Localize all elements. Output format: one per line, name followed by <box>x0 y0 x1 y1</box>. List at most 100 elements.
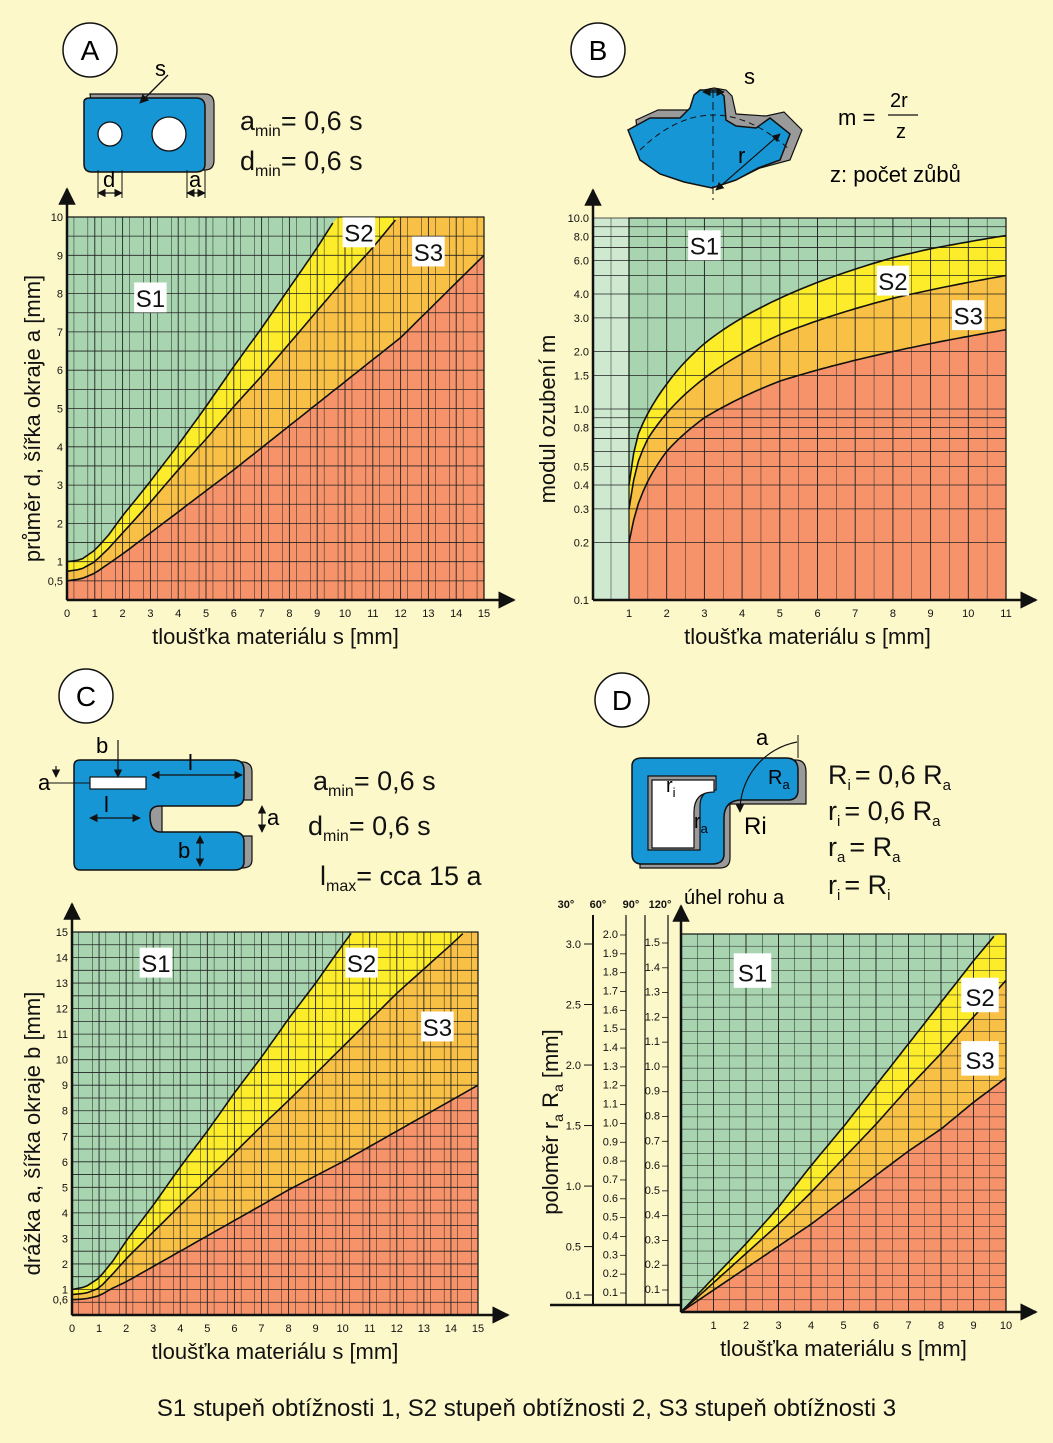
x-tick-label: 5 <box>840 1320 846 1332</box>
zone-label-s1: S1 <box>738 960 767 987</box>
scale60-label: 0.5 <box>603 1212 618 1224</box>
x-tick-label: 5 <box>203 608 209 620</box>
x-tick-label: 2 <box>123 1323 129 1335</box>
scale60-label: 1.8 <box>603 967 618 979</box>
y-tick-label: 2 <box>57 518 63 530</box>
part-a-body <box>83 97 206 173</box>
dim-b-label: b <box>178 838 190 863</box>
panel-b-letter: B <box>589 35 608 66</box>
angle-head: 60° <box>590 899 607 911</box>
boundary-s2-s3 <box>71 933 464 1296</box>
chart-d: 1 2 3 4 5 6 7 8 9 10 tloušťka materiálu s [mm] polo… <box>538 904 1038 1361</box>
zone-label-bg <box>342 217 376 248</box>
x-tick-label: 2 <box>743 1320 749 1332</box>
x-tick-label: 9 <box>314 608 320 620</box>
boundary-s1-s2 <box>680 935 995 1313</box>
y-tick-label: 0.2 <box>574 538 589 550</box>
dim-ra-label: ra <box>694 811 709 836</box>
y-tick-label: 0,5 <box>48 576 63 588</box>
panel-b-badge <box>570 22 626 78</box>
y-tick-label: 3 <box>62 1233 68 1245</box>
x-tick-label: 4 <box>177 1323 183 1335</box>
y-tick-label: 6 <box>57 365 63 377</box>
x-tick-label: 9 <box>970 1320 976 1332</box>
y-title-sub1: a <box>550 1114 566 1122</box>
scale60-label: 0.4 <box>603 1230 618 1242</box>
y-tick-label: 7 <box>62 1131 68 1143</box>
y-tick-label: 9 <box>62 1080 68 1092</box>
scale30-label: 0.1 <box>566 1290 581 1302</box>
formula-c-a: amin= 0,6 s <box>313 766 436 800</box>
grid <box>592 217 1007 600</box>
scale60-label: 1.0 <box>603 1117 618 1129</box>
zone-label-bg <box>412 236 445 267</box>
x-tick-label: 1 <box>96 1323 102 1335</box>
boundary-s2-s3 <box>66 219 397 573</box>
slot-icon <box>89 776 147 790</box>
grid <box>66 216 485 600</box>
panel-a-badge <box>62 22 118 78</box>
y-tick-label: 8.0 <box>574 232 589 244</box>
hole-small-icon <box>97 121 123 147</box>
x-axis-title: tloušťka materiálu s [mm] <box>720 1336 967 1361</box>
x-tick-label: 2 <box>664 608 670 620</box>
y-title-main: poloměr r <box>538 1122 563 1215</box>
scale60-label: 1.9 <box>603 948 618 960</box>
boundary-s3-rest <box>680 1077 1007 1313</box>
x-tick-label: 14 <box>445 1323 457 1335</box>
scale120-label: 1.5 <box>645 937 660 949</box>
boundary-s2-s3 <box>628 274 1007 510</box>
y-tick-label: 2.0 <box>574 347 589 359</box>
dim-r-label: r <box>738 143 745 168</box>
x-tick-label: 7 <box>258 1323 264 1335</box>
hole-large-icon <box>151 116 187 152</box>
scale60-label: 1.3 <box>603 1061 618 1073</box>
dim-s-label: s <box>155 56 166 81</box>
scale120-label: 1.4 <box>645 962 660 974</box>
y-tick-label: 5 <box>57 404 63 416</box>
scale120-label: 0.5 <box>645 1185 660 1197</box>
y-tick-label: 0.8 <box>574 423 589 435</box>
dim-Ra-label: Ra <box>768 767 790 792</box>
angle-head: 90° <box>623 899 640 911</box>
panel-d-letter: D <box>612 685 632 716</box>
panel-c-letter: C <box>76 681 96 712</box>
formula-a-min: amin= 0,6 s <box>240 106 363 140</box>
zone-label-s2: S2 <box>344 221 373 248</box>
x-tick-label: 9 <box>313 1323 319 1335</box>
boundary-s3-rest <box>71 1084 479 1301</box>
scale30-label: 2.5 <box>566 1000 581 1012</box>
x-tick-label: 8 <box>890 608 896 620</box>
x-tick-label: 1 <box>92 608 98 620</box>
x-tick-label: 1 <box>626 608 632 620</box>
scale30-label: 0.5 <box>566 1242 581 1254</box>
x-tick-label: 13 <box>422 608 434 620</box>
zone-label-s2: S2 <box>878 269 907 296</box>
scale60-label: 1.7 <box>603 986 618 998</box>
y-tick-label: 0.1 <box>574 595 589 607</box>
formula-c-l: lmax= cca 15 a <box>320 861 483 895</box>
scale60-label: 0.2 <box>603 1268 618 1280</box>
scale30-label: 2.0 <box>566 1060 581 1072</box>
y-tick-label: 7 <box>57 327 63 339</box>
y-tick-label: 3.0 <box>574 313 589 325</box>
scale120-label: 0.2 <box>645 1259 660 1271</box>
scale120-label: 1.1 <box>645 1036 660 1048</box>
y-title-sub2: a <box>550 1084 566 1092</box>
angle-scales: 30° 60° 90° 120° 0.1 0.5 1.0 1.5 2.0 2.5 3.0 0.1 0.2… <box>550 899 681 1307</box>
legend-footer: S1 stupeň obtížnosti 1, S2 stupeň obtížn… <box>156 1395 897 1422</box>
y-tick-label: 3 <box>57 480 63 492</box>
y-tick-label: 2 <box>62 1259 68 1271</box>
panel-d-badge <box>594 672 650 728</box>
scale120-label: 1.2 <box>645 1011 660 1023</box>
y-tick-label: 0.4 <box>574 480 589 492</box>
x-tick-label: 15 <box>472 1323 484 1335</box>
zone-label-bg <box>876 265 910 296</box>
scale60-label: 0.1 <box>603 1287 618 1299</box>
scale120-label: 0.7 <box>645 1135 660 1147</box>
y-tick-label: 1 <box>62 1284 68 1296</box>
corner-angle-arc <box>735 741 798 813</box>
y-tick-label: 1.5 <box>574 370 589 382</box>
x-tick-label: 3 <box>701 608 707 620</box>
scale60-label: 1.1 <box>603 1099 618 1111</box>
